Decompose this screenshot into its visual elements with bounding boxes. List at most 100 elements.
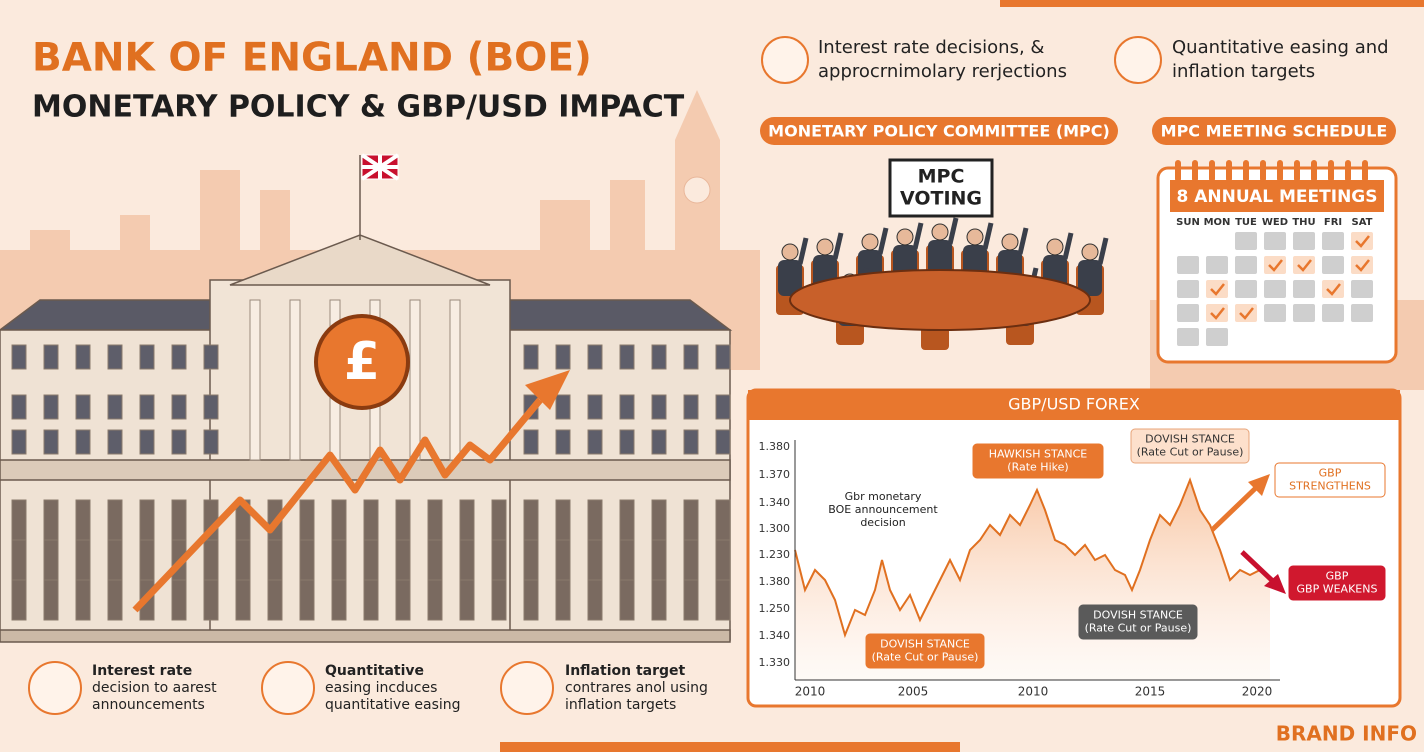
check <box>1355 259 1370 272</box>
window <box>491 539 507 581</box>
column <box>289 299 301 461</box>
weekday: MON <box>1204 217 1231 228</box>
day-cell <box>1235 304 1257 322</box>
y-tick-label: 1.370 <box>759 468 791 481</box>
y-tick-label: 1.380 <box>759 440 791 453</box>
annotation-box <box>1288 565 1386 601</box>
window <box>683 344 699 370</box>
head <box>816 238 834 256</box>
day-cell <box>1177 280 1199 298</box>
window <box>171 344 187 370</box>
window <box>267 579 283 621</box>
window <box>139 394 155 420</box>
window <box>587 344 603 370</box>
window <box>235 579 251 621</box>
day-cell <box>1264 232 1286 250</box>
head <box>781 243 799 261</box>
raised-arm <box>912 222 924 250</box>
window <box>555 394 571 420</box>
mpc-sign <box>888 158 994 218</box>
annotation-text: DOVISH STANCE <box>880 638 970 651</box>
window <box>555 344 571 370</box>
y-tick-label: 1.250 <box>759 602 791 615</box>
arrow-head <box>525 370 570 410</box>
window <box>555 429 571 455</box>
window <box>11 429 27 455</box>
day-cell <box>1206 280 1228 298</box>
day-cell <box>1235 256 1257 274</box>
window <box>619 579 635 621</box>
window <box>171 579 187 621</box>
feature-text: contrares anol using <box>565 680 708 696</box>
window <box>331 539 347 581</box>
weekday: THU <box>1292 217 1315 228</box>
check <box>1210 283 1225 296</box>
clock <box>683 176 711 204</box>
y-tick-label: 1.340 <box>759 496 791 509</box>
y-tick-label: 1.330 <box>759 656 791 669</box>
day-cell <box>1264 304 1286 322</box>
weekday: SUN <box>1176 217 1200 228</box>
annotation-box <box>1078 604 1198 640</box>
day-cell <box>1293 280 1315 298</box>
ring <box>1209 160 1215 182</box>
ring <box>1226 160 1232 182</box>
day-cell <box>1177 256 1199 274</box>
window <box>75 499 91 541</box>
feature-text: Interest rate decisions, & <box>818 37 1044 58</box>
head <box>896 228 914 246</box>
top-strip <box>1000 0 1424 7</box>
window <box>715 429 731 455</box>
window <box>523 429 539 455</box>
window <box>43 429 59 455</box>
window <box>235 539 251 581</box>
feature-icon <box>500 661 554 715</box>
column <box>249 299 261 461</box>
calendar-banner-text: 8 ANNUAL MEETINGS <box>1176 187 1377 207</box>
window <box>683 394 699 420</box>
feature-text: announcements <box>92 697 205 713</box>
day-cell <box>1322 256 1344 274</box>
annotation-text: (Rate Cut or Pause) <box>1137 446 1244 459</box>
feature-icon <box>761 36 809 84</box>
window <box>203 539 219 581</box>
window <box>651 394 667 420</box>
window <box>203 344 219 370</box>
head <box>1081 243 1099 261</box>
window <box>139 429 155 455</box>
pound-coin <box>314 314 410 410</box>
weekday: WED <box>1262 217 1288 228</box>
window <box>11 394 27 420</box>
y-tick-label: 1.230 <box>759 548 791 561</box>
window <box>299 499 315 541</box>
window <box>427 579 443 621</box>
window <box>43 499 59 541</box>
table <box>789 269 1091 331</box>
check <box>1268 259 1283 272</box>
feature-icon <box>28 661 82 715</box>
window <box>651 499 667 541</box>
annotation-text: Gbr monetary <box>845 490 922 503</box>
window <box>139 344 155 370</box>
up-arrow-head <box>1248 474 1270 496</box>
check <box>1326 283 1341 296</box>
day-cell <box>1322 304 1344 322</box>
day-cell <box>1206 304 1228 322</box>
window <box>651 539 667 581</box>
head <box>861 233 879 251</box>
growth-arrow <box>132 397 543 613</box>
annotation-text: DOVISH STANCE <box>1145 433 1235 446</box>
annotation-box <box>1130 428 1250 464</box>
annotation-text: GBP <box>1319 467 1342 480</box>
day-cell <box>1206 328 1228 346</box>
raised-arm <box>832 232 844 260</box>
annotation-text: STRENGTHENS <box>1289 480 1371 493</box>
day-cell <box>1177 328 1199 346</box>
day-cell <box>1351 232 1373 250</box>
ring <box>1294 160 1300 182</box>
window <box>683 429 699 455</box>
calendar-grid: SUN MON TUE WED THU FRI SAT <box>1175 160 1373 346</box>
window <box>395 539 411 581</box>
window <box>715 539 731 581</box>
coin-symbol: £ <box>344 332 380 392</box>
